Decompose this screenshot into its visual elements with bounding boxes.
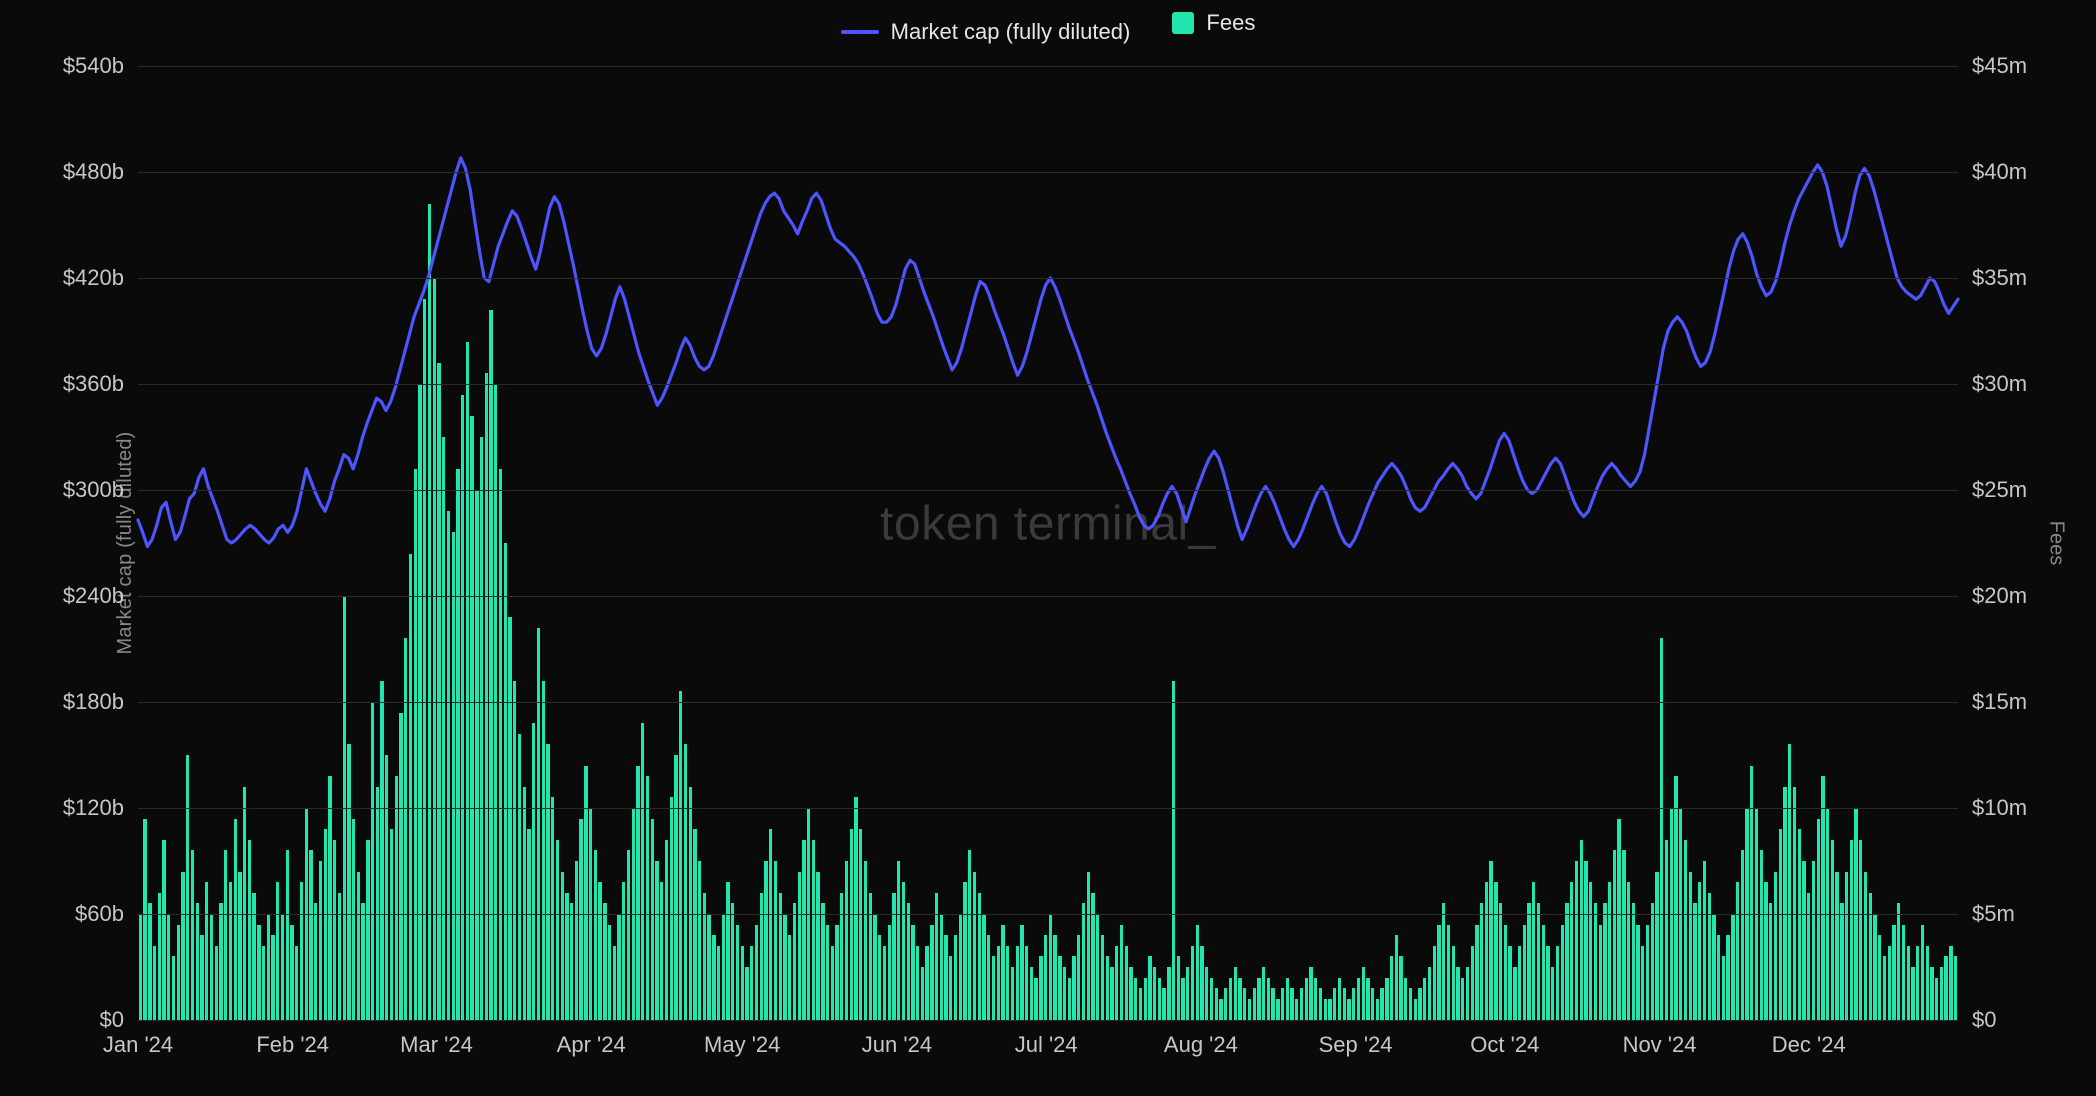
y-left-tick-label: $60b xyxy=(75,901,138,927)
grid-line xyxy=(138,808,1958,809)
y-left-tick-label: $120b xyxy=(63,795,138,821)
grid-line xyxy=(138,914,1958,915)
x-tick-label: May '24 xyxy=(704,1020,780,1058)
y-right-tick-label: $15m xyxy=(1958,689,2027,715)
x-tick-label: Dec '24 xyxy=(1772,1020,1846,1058)
y-axis-right-title: Fees xyxy=(2044,521,2067,565)
legend-square-icon xyxy=(1172,12,1194,34)
y-right-tick-label: $0 xyxy=(1958,1007,1996,1033)
y-left-tick-label: $180b xyxy=(63,689,138,715)
y-left-tick-label: $540b xyxy=(63,53,138,79)
grid-line xyxy=(138,490,1958,491)
legend-label: Market cap (fully diluted) xyxy=(891,19,1131,45)
grid-line xyxy=(138,702,1958,703)
y-axis-left-title: Market cap (fully diluted) xyxy=(114,431,137,654)
y-left-tick-label: $240b xyxy=(63,583,138,609)
x-tick-label: Jul '24 xyxy=(1015,1020,1078,1058)
y-right-tick-label: $30m xyxy=(1958,371,2027,397)
y-right-tick-label: $45m xyxy=(1958,53,2027,79)
x-tick-label: Feb '24 xyxy=(256,1020,329,1058)
marketcap-line xyxy=(138,158,1958,547)
chart-container: Market cap (fully diluted) Fees Market c… xyxy=(20,10,2076,1076)
legend-item-fees: Fees xyxy=(1172,10,1255,36)
y-right-tick-label: $25m xyxy=(1958,477,2027,503)
legend-label: Fees xyxy=(1206,10,1255,36)
x-tick-label: Jun '24 xyxy=(862,1020,932,1058)
legend-line-icon xyxy=(841,30,879,34)
grid-line xyxy=(138,384,1958,385)
x-tick-label: Nov '24 xyxy=(1623,1020,1697,1058)
y-right-tick-label: $10m xyxy=(1958,795,2027,821)
grid-line xyxy=(138,278,1958,279)
y-right-tick-label: $20m xyxy=(1958,583,2027,609)
y-left-tick-label: $360b xyxy=(63,371,138,397)
y-left-tick-label: $300b xyxy=(63,477,138,503)
line-layer xyxy=(138,66,1958,1020)
x-tick-label: Mar '24 xyxy=(400,1020,473,1058)
y-left-tick-label: $420b xyxy=(63,265,138,291)
x-tick-label: Sep '24 xyxy=(1319,1020,1393,1058)
y-right-tick-label: $35m xyxy=(1958,265,2027,291)
grid-line xyxy=(138,66,1958,67)
legend: Market cap (fully diluted) Fees xyxy=(20,10,2076,45)
x-tick-label: Oct '24 xyxy=(1470,1020,1539,1058)
plot-area: token terminal_ $0$0$60b$5m$120b$10m$180… xyxy=(138,66,1958,1020)
y-right-tick-label: $5m xyxy=(1958,901,2015,927)
y-right-tick-label: $40m xyxy=(1958,159,2027,185)
grid-line xyxy=(138,596,1958,597)
x-tick-label: Jan '24 xyxy=(103,1020,173,1058)
x-tick-label: Apr '24 xyxy=(557,1020,626,1058)
y-left-tick-label: $480b xyxy=(63,159,138,185)
x-tick-label: Aug '24 xyxy=(1164,1020,1238,1058)
legend-item-marketcap: Market cap (fully diluted) xyxy=(841,19,1131,45)
grid-line xyxy=(138,172,1958,173)
